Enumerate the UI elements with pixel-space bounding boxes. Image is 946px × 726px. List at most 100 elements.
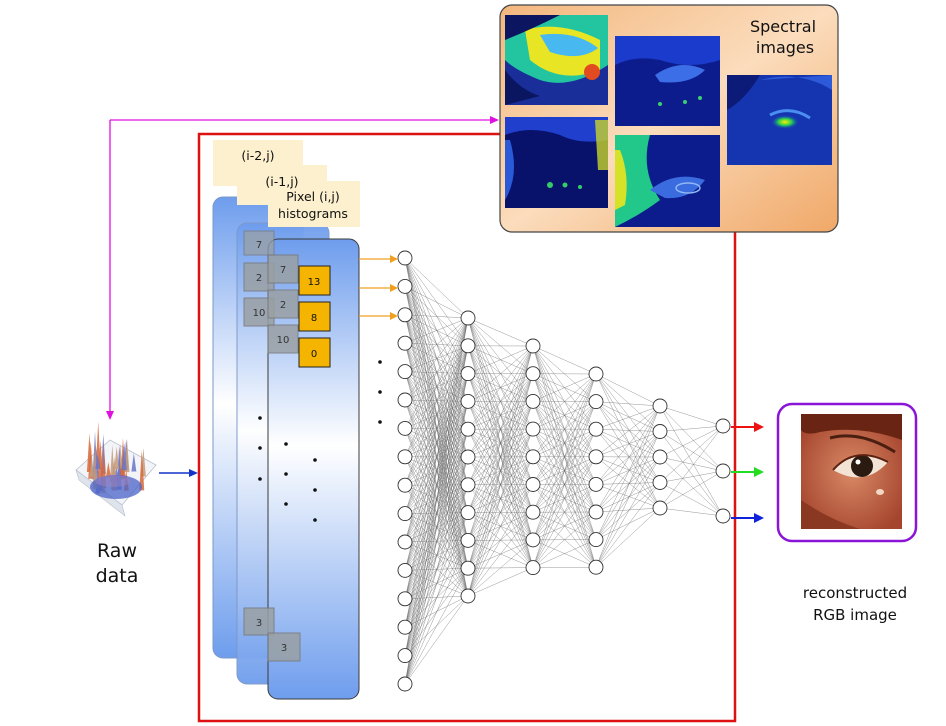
network-edge [659, 431, 724, 472]
middle-bin-1: 2 [280, 300, 286, 311]
middle-bin-0: 7 [280, 265, 286, 276]
network-edge [659, 456, 724, 517]
network-edge [595, 401, 661, 483]
network-edge [404, 428, 469, 569]
network-edge [595, 507, 661, 513]
network-edge [595, 401, 661, 432]
network-edge [404, 371, 469, 458]
network-edge [532, 511, 597, 568]
network-node-layer-1 [397, 307, 413, 323]
network-node-layer-6 [715, 463, 731, 479]
network-edge [404, 286, 469, 430]
network-edge [404, 456, 469, 541]
network-edge [404, 343, 469, 430]
network-edge [404, 485, 469, 569]
network-edge [404, 540, 469, 685]
network-edge [532, 373, 597, 568]
back-bin-1: 2 [256, 273, 262, 284]
network-node-layer-1 [397, 449, 413, 465]
input-arrows [359, 255, 398, 320]
network-edge [404, 399, 469, 513]
network-edge [595, 405, 661, 485]
network-edge [532, 373, 597, 457]
reconstructed-eye-image [801, 414, 902, 529]
network-edge [404, 314, 469, 430]
network-edge [595, 401, 661, 509]
network-node-layer-2 [460, 588, 476, 604]
network-node-layer-1 [397, 648, 413, 664]
network-edge [532, 373, 597, 402]
network-edge [404, 595, 469, 628]
network-edge [659, 405, 724, 472]
network-edge [595, 482, 661, 513]
network-node-layer-2 [460, 560, 476, 576]
network-edge [659, 482, 724, 517]
network-node-layer-1 [397, 562, 413, 578]
spectral-image-1 [505, 15, 608, 105]
network-node-layer-1 [397, 335, 413, 351]
network-edge [595, 401, 661, 407]
network-edge [467, 484, 534, 597]
network-edge [404, 456, 469, 597]
network-edge [404, 428, 469, 513]
spectral-label-line1: Spectral [750, 17, 816, 36]
network-edge [404, 314, 469, 374]
front-bin-1: 8 [311, 313, 317, 324]
network-edge [404, 570, 469, 597]
network-edge [532, 456, 597, 568]
network-edge [659, 425, 724, 483]
network-edge [404, 513, 469, 569]
network-edge [404, 485, 469, 597]
label-i1: (i-1,j) [265, 174, 298, 189]
network-edge [467, 345, 534, 458]
network-edge [404, 314, 469, 346]
network-node-layer-3 [525, 532, 541, 548]
raw-data-spike [139, 449, 145, 491]
raw-label-line1: Raw [97, 540, 137, 562]
output-label-line1: reconstructed [803, 584, 907, 602]
network-edge [659, 405, 724, 517]
network-edge [595, 456, 661, 540]
raw-data-spike [114, 446, 120, 470]
network-edge [467, 373, 534, 597]
network-node-layer-5 [652, 475, 668, 490]
network-node-layer-4 [588, 504, 604, 520]
label-bg-pixel [268, 181, 360, 227]
network-edge [467, 512, 534, 597]
network-edge [404, 373, 469, 685]
output-label-line2: RGB image [813, 606, 897, 624]
network-edge [404, 512, 469, 685]
network-edge [404, 456, 469, 685]
network-edge [404, 595, 469, 685]
network-edge [467, 567, 534, 597]
middle-bin-last: 3 [281, 643, 287, 654]
back-bin-2: 10 [253, 308, 266, 319]
network-edge [404, 317, 469, 457]
network-edge [404, 399, 469, 485]
network-edge [404, 317, 469, 514]
network-edge [467, 456, 534, 597]
network-edge [404, 317, 469, 599]
network-edge [404, 428, 469, 485]
network-edge [595, 405, 661, 513]
network-node-layer-3 [525, 421, 541, 437]
network-edge [404, 371, 469, 374]
network-node-layer-1 [397, 591, 413, 607]
network-edge [404, 317, 469, 344]
network-edge [404, 371, 469, 485]
network-nodes [397, 250, 731, 692]
network-edge [659, 425, 724, 458]
network-edge [404, 399, 469, 402]
network-node-layer-2 [460, 532, 476, 548]
raw-data-spike [105, 462, 111, 478]
middle-bins: 7 2 10 3 [267, 254, 301, 662]
network-edge [404, 317, 469, 429]
network-edge [595, 482, 661, 485]
network-edge [532, 539, 597, 568]
network-edge [595, 482, 661, 568]
network-edge [404, 257, 469, 346]
network-node-layer-4 [588, 449, 604, 465]
network-edge [404, 456, 469, 486]
network-edge [467, 345, 534, 513]
